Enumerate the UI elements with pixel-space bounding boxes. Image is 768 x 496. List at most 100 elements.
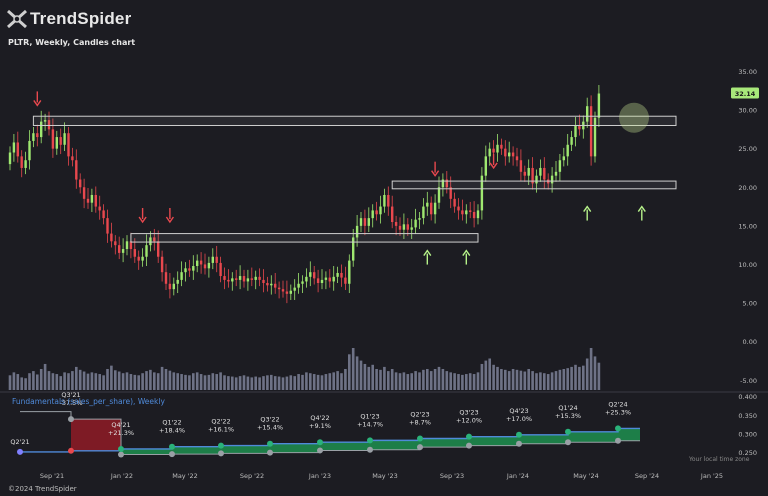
fund-change-label: +15.3% <box>555 412 581 420</box>
candle-body <box>180 272 183 280</box>
candle-body <box>426 202 429 207</box>
candle-body <box>352 237 355 261</box>
volume-bar <box>320 375 324 390</box>
volume-bar <box>98 374 101 390</box>
candle-body <box>387 194 390 207</box>
fund-diff-area <box>270 443 320 453</box>
fund-point <box>17 448 23 455</box>
fund-diff-area <box>568 431 618 443</box>
candle-body <box>589 106 593 157</box>
candle-body <box>391 206 394 222</box>
candle-body <box>114 241 117 246</box>
candle-body <box>28 140 31 161</box>
volume-bar <box>223 375 226 390</box>
volume-bar <box>67 373 70 390</box>
fund-year-ago-point <box>565 439 571 446</box>
candle-body <box>554 171 558 176</box>
volume-bar <box>589 348 593 390</box>
volume-bar <box>476 372 480 390</box>
volume-bar <box>273 376 277 390</box>
candle-body <box>305 276 308 282</box>
fund-year-ago-point <box>267 449 273 456</box>
candle-body <box>16 142 19 157</box>
volume-bar <box>351 348 355 390</box>
y-tick-label: 35.00 <box>738 68 757 76</box>
up-arrow-icon <box>583 205 592 212</box>
candle-body <box>246 278 250 282</box>
volume-bar <box>441 369 445 390</box>
candle-body <box>55 137 58 149</box>
volume-bar <box>414 371 417 390</box>
fund-year-ago-point <box>169 451 175 458</box>
volume-bar <box>328 373 332 390</box>
breakout-highlight <box>619 102 649 133</box>
volume-bar <box>219 372 222 390</box>
volume-bar <box>570 366 573 390</box>
candle-body <box>266 282 269 286</box>
volume-bar <box>258 377 261 390</box>
fund-change-label: +25.3% <box>605 408 631 416</box>
candle-body <box>153 237 156 242</box>
candle-body <box>82 187 86 199</box>
volume-bar <box>110 365 113 390</box>
candle-body <box>418 218 421 220</box>
candle-body <box>488 148 491 157</box>
fund-quarter-label: Q4'23 <box>509 407 528 415</box>
volume-bar <box>426 369 429 390</box>
candle-body <box>316 278 320 283</box>
volume-bar <box>129 374 133 390</box>
candle-body <box>207 262 211 269</box>
volume-bar <box>145 371 148 390</box>
candle-body <box>301 281 304 284</box>
volume-bar <box>554 371 558 390</box>
fund-point <box>317 439 323 446</box>
candle-body <box>199 260 203 265</box>
volume-bar <box>211 373 215 390</box>
candle-body <box>328 277 331 282</box>
fund-diff-area <box>370 440 420 450</box>
volume-bar <box>488 358 491 390</box>
volume-bar <box>184 374 187 390</box>
volume-bar <box>82 371 86 390</box>
candle-body <box>215 256 218 263</box>
candle-body <box>293 287 296 291</box>
volume-bar <box>125 372 129 390</box>
volume-bar <box>16 374 20 390</box>
volume-bar <box>114 370 117 390</box>
fund-diff-area <box>420 438 469 448</box>
volume-bar <box>156 373 160 390</box>
candle-body <box>157 241 160 257</box>
y-tick-label: 30.00 <box>738 107 757 115</box>
candle-body <box>367 218 370 226</box>
volume-bar <box>176 373 179 390</box>
fund-point <box>218 442 224 449</box>
volume-bar <box>227 376 230 390</box>
volume-bar <box>406 374 410 390</box>
y-tick-label: 0.00 <box>743 338 757 346</box>
candle-body <box>164 272 168 284</box>
candle-body <box>336 272 339 277</box>
candle-body <box>441 179 445 188</box>
volume-bar <box>12 372 16 390</box>
volume-bar <box>578 366 581 390</box>
volume-bar <box>289 375 293 390</box>
fund-diff-area <box>221 445 270 454</box>
volume-bar <box>59 376 62 390</box>
volume-bar <box>585 358 589 390</box>
y-tick-label: -5.00 <box>740 377 757 385</box>
candle-body <box>355 225 359 238</box>
volume-bar <box>297 374 300 390</box>
volume-bar <box>203 375 207 390</box>
candle-body <box>531 167 534 184</box>
candle-body <box>235 278 238 280</box>
candle-body <box>558 160 562 172</box>
volume-bar <box>363 363 367 390</box>
fund-y-tick-label: 0.300 <box>738 431 757 439</box>
volume-bar <box>453 373 456 390</box>
fund-y-tick-label: 0.350 <box>738 412 757 420</box>
volume-bar <box>531 371 534 390</box>
volume-bar <box>492 364 495 390</box>
volume-bar <box>285 376 289 390</box>
fund-quarter-label: Q2'22 <box>211 418 230 426</box>
